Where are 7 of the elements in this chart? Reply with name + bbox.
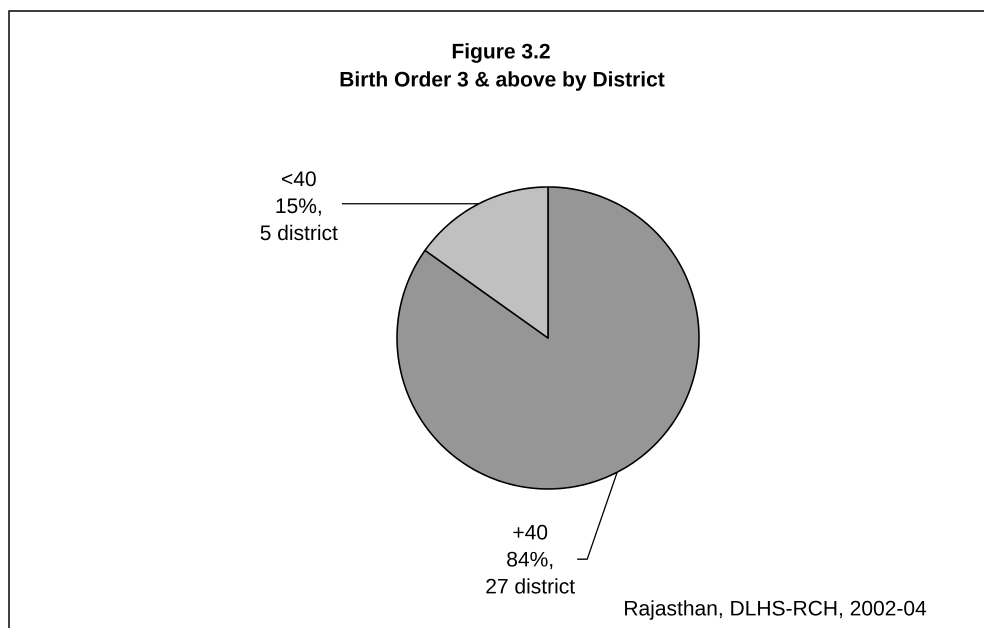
chart-subtitle: Birth Order 3 & above by District [340,71,665,91]
chart-title: Figure 3.2 [452,43,550,63]
slice-label: +40 [513,524,548,540]
text: Rajasthan, DLHS-RCH, 2002-04 [625,600,926,620]
data-label: 84%, 27 district [486,552,575,594]
data-label: 15%, 5 district [260,198,338,240]
slice-label: <40 [282,171,316,186]
